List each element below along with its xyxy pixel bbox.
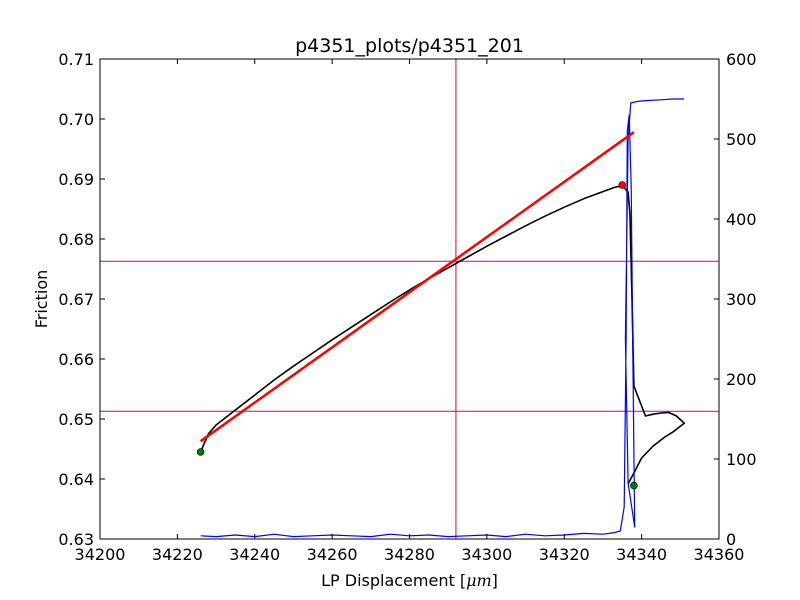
- x-axis-title: LP Displacement [μm]: [321, 571, 498, 590]
- y-tick-label-0: 0.63: [58, 530, 94, 549]
- x-tick-label-2: 34240: [229, 545, 280, 564]
- y2-tick-label-5: 500: [726, 130, 757, 149]
- start-point-marker: [196, 448, 205, 456]
- y-tick-label-6: 0.69: [58, 170, 94, 189]
- y-tick-label-7: 0.70: [58, 110, 94, 129]
- y2-tick-label-2: 200: [726, 370, 757, 389]
- y-axis-title: Friction: [32, 270, 51, 329]
- chart-title: p4351_plots/p4351_201: [295, 35, 524, 57]
- y-tick-label-4: 0.67: [58, 290, 94, 309]
- x-axis-title-close: ]: [492, 571, 498, 590]
- ticks-layer: 34200 34220 34240 34260 34280 34300 34320 34340…: [58, 50, 756, 564]
- linear-fit-line: [199, 131, 635, 443]
- x-tick-label-5: 34300: [461, 545, 512, 564]
- y2-tick-label-1: 100: [726, 450, 757, 469]
- x-tick-label-4: 34280: [384, 545, 435, 564]
- x-tick-label-3: 34260: [307, 545, 358, 564]
- end-point-marker: [630, 481, 638, 490]
- x-tick-label-0: 34200: [75, 545, 126, 564]
- y-tick-label-1: 0.64: [58, 470, 94, 489]
- friction-series-line: [199, 184, 686, 485]
- x-tick-label-1: 34220: [152, 545, 203, 564]
- x-axis-title-unit: μm: [466, 571, 492, 590]
- y-tick-label-2: 0.65: [58, 410, 94, 429]
- y2-tick-label-6: 600: [726, 50, 757, 69]
- y-tick-label-3: 0.66: [58, 350, 94, 369]
- y2-tick-label-3: 300: [726, 290, 757, 309]
- y-tick-label-8: 0.71: [58, 50, 94, 69]
- x-tick-label-7: 34340: [616, 545, 667, 564]
- y2-tick-label-0: 0: [726, 530, 736, 549]
- y-tick-label-5: 0.68: [58, 230, 94, 249]
- x-tick-label-6: 34320: [539, 545, 590, 564]
- x-tick-label-8: 34360: [694, 545, 745, 564]
- y2-tick-label-4: 400: [726, 210, 757, 229]
- peak-point-marker: [618, 181, 627, 189]
- x-axis-title-text: LP Displacement [: [321, 571, 466, 590]
- secondary-series-line: [200, 98, 685, 538]
- data-layer: [100, 59, 719, 539]
